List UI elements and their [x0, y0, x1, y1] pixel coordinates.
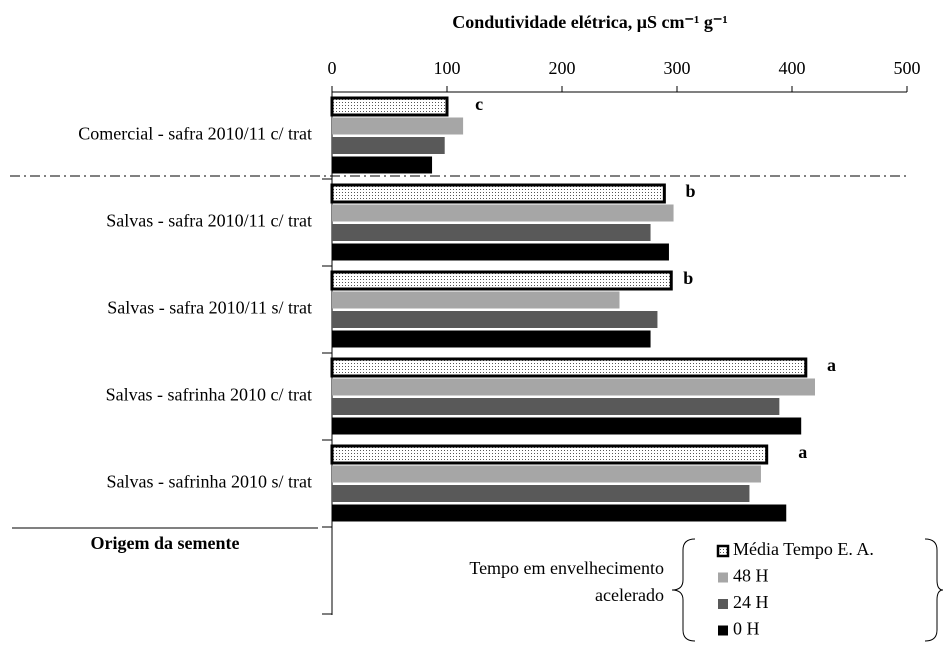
y-tick-label: Salvas - safra 2010/11 c/ trat	[106, 211, 312, 231]
bar	[332, 485, 750, 502]
significance-letter: a	[827, 355, 836, 375]
significance-letter: b	[683, 268, 693, 288]
legend-brace-right	[924, 538, 943, 642]
bar	[330, 96, 449, 117]
bar	[330, 270, 673, 291]
bar	[332, 504, 787, 522]
bar	[332, 378, 815, 396]
x-tick-label: 400	[779, 58, 806, 78]
bar	[330, 444, 769, 465]
bar	[332, 417, 802, 435]
bar	[332, 398, 780, 415]
y-tick-label: Salvas - safra 2010/11 s/ trat	[107, 298, 312, 318]
bar	[332, 330, 651, 348]
bar	[332, 156, 433, 174]
significance-letter: b	[686, 181, 696, 201]
bar	[332, 224, 651, 241]
bar	[330, 183, 666, 204]
legend-title: acelerado	[595, 585, 664, 605]
bar	[332, 291, 620, 309]
bar	[332, 137, 445, 154]
x-tick-label: 500	[894, 58, 921, 78]
y-tick-label: Salvas - safrinha 2010 c/ trat	[106, 385, 312, 405]
legend-brace-left	[671, 538, 696, 642]
y-tick-label: Comercial - safra 2010/11 c/ trat	[78, 124, 312, 144]
chart-title: Condutividade elétrica, μS cm⁻¹ g⁻¹	[452, 12, 727, 32]
bar	[332, 243, 669, 261]
legend-swatch	[718, 572, 728, 583]
bar	[332, 117, 464, 135]
bar	[332, 204, 674, 222]
bar	[332, 465, 761, 483]
legend-swatch	[716, 544, 730, 558]
y-axis-title: Origem da semente	[91, 533, 240, 553]
legend-label: 24 H	[733, 592, 769, 612]
x-tick-label: 100	[434, 58, 461, 78]
bar	[332, 311, 658, 328]
x-tick-label: 0	[328, 58, 337, 78]
significance-letter: a	[798, 442, 807, 462]
legend-label: 0 H	[733, 619, 760, 639]
legend-title: Tempo em envelhecimento	[469, 558, 664, 578]
significance-letter: c	[475, 94, 483, 114]
x-tick-label: 200	[549, 58, 576, 78]
x-tick-label: 300	[664, 58, 691, 78]
y-tick-label: Salvas - safrinha 2010 s/ trat	[107, 472, 312, 492]
legend-swatch	[718, 625, 728, 636]
legend-label: 48 H	[733, 566, 769, 586]
legend-label: Média Tempo E. A.	[733, 539, 874, 559]
legend-swatch	[718, 599, 728, 609]
bar	[330, 357, 808, 378]
